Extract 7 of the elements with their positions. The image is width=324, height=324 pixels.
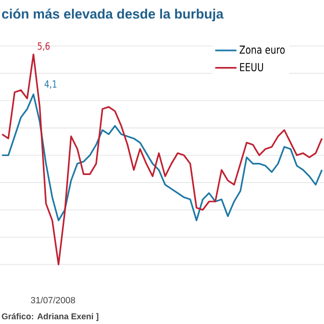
chart-title: ción más elevada desde la burbuja bbox=[2, 8, 224, 22]
annotation: 4,1 bbox=[44, 80, 56, 89]
text: 5,6 bbox=[38, 42, 50, 51]
legend-label: Zona euro bbox=[240, 46, 285, 54]
text: Gráfico: Adriana Exeni ] bbox=[2, 313, 98, 321]
legend-label: EEUU bbox=[240, 63, 263, 72]
text: 31/07/2008 bbox=[30, 296, 76, 304]
